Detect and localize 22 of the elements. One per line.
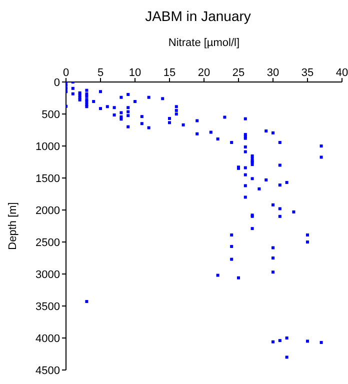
y-axis-title: Depth [m] bbox=[6, 202, 19, 250]
y-tick-label: 500 bbox=[42, 108, 60, 121]
y-tick-label: 1000 bbox=[36, 140, 60, 153]
y-tick-label: 3500 bbox=[36, 300, 60, 313]
x-tick-label: 10 bbox=[128, 67, 142, 79]
x-tick-label: 25 bbox=[232, 67, 245, 79]
x-tick-label: 30 bbox=[266, 67, 280, 79]
x-tick-label: 5 bbox=[97, 67, 104, 79]
y-tick-label: 1500 bbox=[36, 172, 60, 185]
x-tick-label: 15 bbox=[163, 67, 176, 79]
y-tick-label: 2500 bbox=[36, 236, 60, 249]
x-tick-label: 0 bbox=[62, 67, 70, 79]
x-axis-title: Nitrate [µmol/l] bbox=[168, 36, 240, 49]
y-tick-label: 4000 bbox=[36, 332, 60, 345]
chart-title: JABM in January bbox=[144, 8, 252, 26]
y-tick-label: 0 bbox=[54, 76, 60, 89]
y-tick-label: 2000 bbox=[36, 204, 60, 217]
x-tick-label: 40 bbox=[336, 67, 348, 79]
y-tick-label: 3000 bbox=[36, 268, 60, 281]
x-tick-label: 20 bbox=[198, 67, 210, 79]
y-tick-label: 4500 bbox=[36, 364, 60, 377]
x-tick-label: 35 bbox=[301, 67, 314, 79]
